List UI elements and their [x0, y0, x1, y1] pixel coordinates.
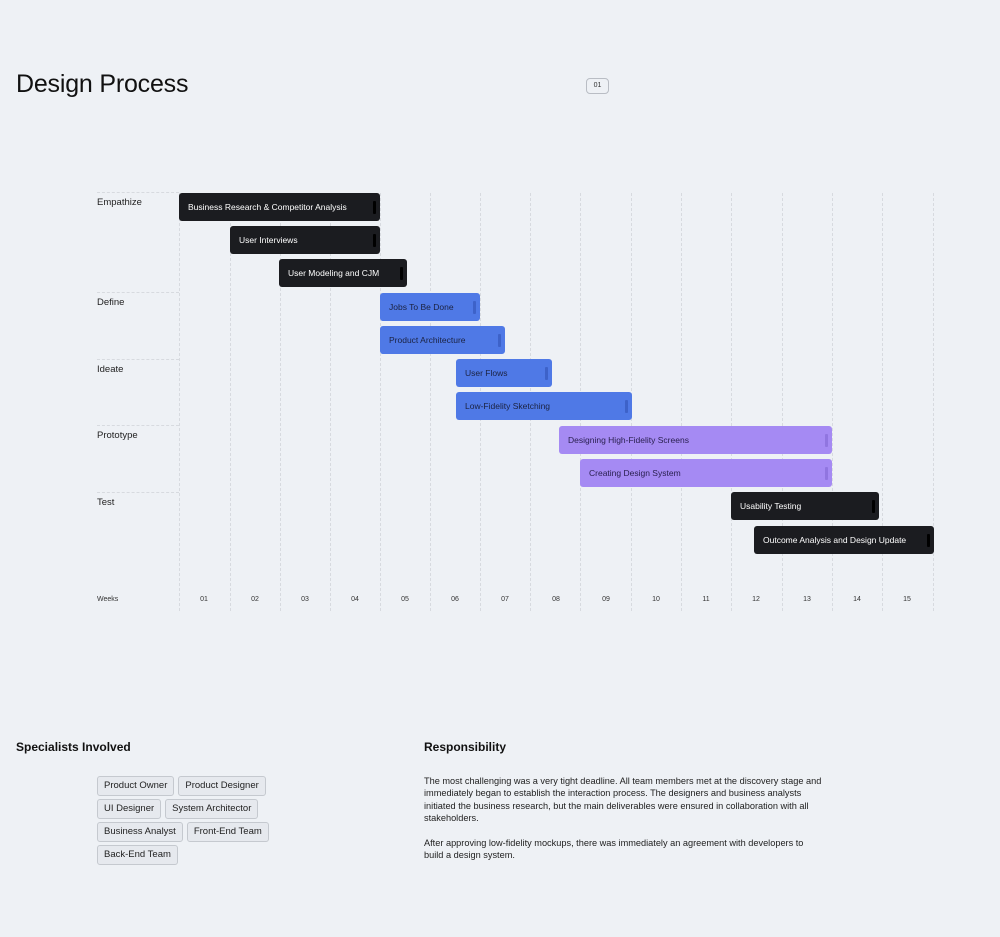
- task-label: Business Research & Competitor Analysis: [188, 202, 347, 212]
- grid-line: [380, 193, 381, 611]
- task-label: Low-Fidelity Sketching: [465, 401, 551, 411]
- week-tick: 14: [853, 596, 861, 603]
- task-bar[interactable]: Creating Design System: [580, 459, 832, 487]
- task-bar[interactable]: Designing High-Fidelity Screens: [559, 426, 832, 454]
- resize-handle-icon[interactable]: [927, 534, 930, 547]
- chip-back-end-team: Back-End Team: [97, 845, 178, 865]
- chip-ui-designer: UI Designer: [97, 799, 162, 819]
- week-tick: 13: [803, 596, 811, 603]
- phase-separator: [97, 425, 179, 426]
- week-tick: 08: [552, 596, 560, 603]
- resize-handle-icon[interactable]: [545, 367, 548, 380]
- week-tick: 03: [301, 596, 309, 603]
- week-tick: 12: [752, 596, 760, 603]
- week-tick: 11: [702, 596, 710, 603]
- phase-label-empathize: Empathize: [97, 197, 142, 208]
- chip-system-architector: System Architector: [165, 799, 259, 819]
- task-bar[interactable]: Business Research & Competitor Analysis: [179, 193, 380, 221]
- resize-handle-icon[interactable]: [373, 234, 376, 247]
- resize-handle-icon[interactable]: [825, 467, 828, 480]
- grid-line: [179, 193, 180, 611]
- task-bar[interactable]: Low-Fidelity Sketching: [456, 392, 632, 420]
- week-tick: 02: [251, 596, 259, 603]
- phase-separator: [97, 492, 179, 493]
- grid-line: [330, 193, 331, 611]
- specialists-title: Specialists Involved: [16, 740, 131, 754]
- grid-line: [731, 193, 732, 611]
- gantt-chart: Empathize Define Ideate Prototype Test B…: [97, 192, 934, 611]
- resize-handle-icon[interactable]: [400, 267, 403, 280]
- phase-label-define: Define: [97, 297, 125, 308]
- week-tick: 05: [401, 596, 409, 603]
- chip-front-end-team: Front-End Team: [186, 822, 269, 842]
- grid-line: [681, 193, 682, 611]
- x-axis-label: Weeks: [97, 596, 119, 603]
- task-label: User Interviews: [239, 235, 298, 245]
- task-bar[interactable]: User Modeling and CJM: [279, 259, 407, 287]
- responsibility-title: Responsibility: [424, 740, 507, 754]
- resize-handle-icon[interactable]: [825, 434, 828, 447]
- task-label: Jobs To Be Done: [389, 302, 454, 312]
- week-tick: 04: [351, 596, 359, 603]
- responsibility-paragraph: The most challenging was a very tight de…: [424, 776, 822, 823]
- phase-separator: [97, 192, 179, 193]
- week-tick: 07: [501, 596, 509, 603]
- task-label: User Flows: [465, 368, 508, 378]
- task-bar[interactable]: Jobs To Be Done: [380, 293, 480, 321]
- task-bar[interactable]: Usability Testing: [731, 492, 879, 520]
- resize-handle-icon[interactable]: [625, 400, 628, 413]
- task-bar[interactable]: User Flows: [456, 359, 552, 387]
- task-bar[interactable]: Outcome Analysis and Design Update: [754, 526, 934, 554]
- chip-business-analyst: Business Analyst: [97, 822, 183, 842]
- resize-handle-icon[interactable]: [872, 500, 875, 513]
- resize-handle-icon[interactable]: [373, 201, 376, 214]
- grid-line: [782, 193, 783, 611]
- phase-label-prototype: Prototype: [97, 430, 138, 441]
- task-label: Product Architecture: [389, 335, 466, 345]
- week-tick: 01: [200, 596, 208, 603]
- grid-line: [430, 193, 431, 611]
- grid-line: [933, 193, 934, 611]
- task-label: Designing High-Fidelity Screens: [568, 435, 689, 445]
- phase-separator: [97, 359, 179, 360]
- week-tick: 15: [903, 596, 911, 603]
- phase-label-ideate: Ideate: [97, 364, 124, 375]
- task-label: Outcome Analysis and Design Update: [763, 535, 907, 545]
- chip-product-designer: Product Designer: [178, 776, 266, 796]
- chip-product-owner: Product Owner: [97, 776, 175, 796]
- task-label: Creating Design System: [589, 468, 681, 478]
- resize-handle-icon[interactable]: [498, 334, 501, 347]
- phase-label-test: Test: [97, 497, 115, 508]
- grid-line: [882, 193, 883, 611]
- responsibility-paragraph: After approving low-fidelity mockups, th…: [424, 838, 804, 861]
- grid-line: [280, 193, 281, 611]
- week-tick: 10: [652, 596, 660, 603]
- task-label: Usability Testing: [740, 501, 802, 511]
- grid-line: [832, 193, 833, 611]
- resize-handle-icon[interactable]: [473, 301, 476, 314]
- page-number-badge: 01: [586, 78, 609, 94]
- week-tick: 06: [451, 596, 459, 603]
- grid-line: [230, 193, 231, 611]
- task-bar[interactable]: User Interviews: [230, 226, 380, 254]
- task-bar[interactable]: Product Architecture: [380, 326, 505, 354]
- week-tick: 09: [602, 596, 610, 603]
- specialists-chip-list: Product Owner Product Designer UI Designe…: [97, 775, 297, 867]
- task-label: User Modeling and CJM: [288, 268, 380, 278]
- phase-separator: [97, 292, 179, 293]
- page-title: Design Process: [16, 70, 189, 98]
